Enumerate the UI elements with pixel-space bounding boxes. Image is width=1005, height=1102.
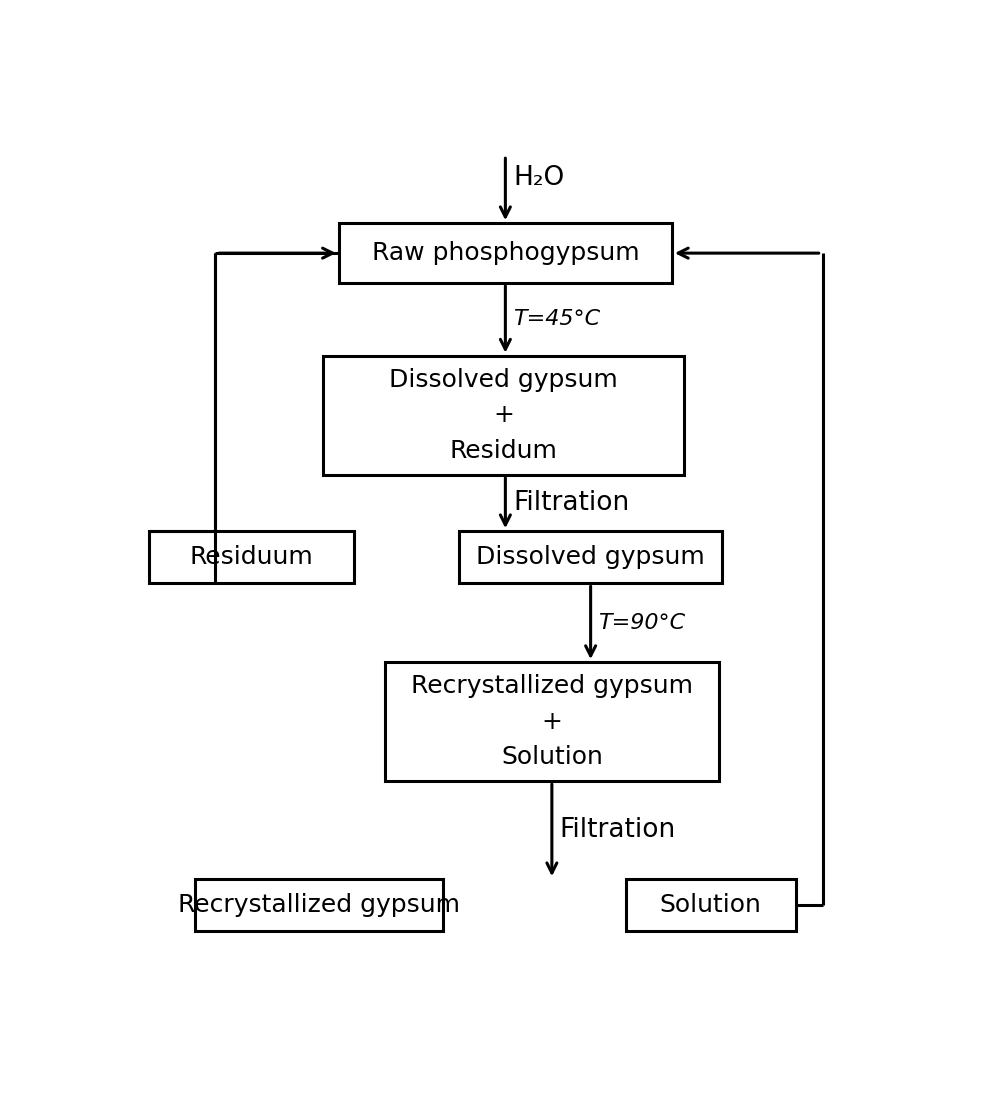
Text: Dissolved gypsum
+
Residum: Dissolved gypsum + Residum — [389, 368, 618, 463]
Text: Dissolved gypsum: Dissolved gypsum — [476, 545, 705, 570]
Bar — [625, 879, 796, 931]
Bar — [385, 662, 719, 781]
Bar — [459, 531, 723, 583]
Text: Recrystallized gypsum: Recrystallized gypsum — [178, 894, 460, 917]
Text: Solution: Solution — [660, 894, 762, 917]
Bar — [195, 879, 443, 931]
Text: T=45°C: T=45°C — [514, 310, 600, 329]
Text: Raw phosphogypsum: Raw phosphogypsum — [372, 241, 639, 266]
Text: T=90°C: T=90°C — [598, 613, 685, 633]
Text: Recrystallized gypsum
+
Solution: Recrystallized gypsum + Solution — [411, 674, 692, 769]
Text: H₂O: H₂O — [514, 164, 565, 191]
Bar — [149, 531, 354, 583]
Bar — [324, 356, 683, 475]
Bar — [339, 223, 672, 283]
Text: Filtration: Filtration — [514, 490, 629, 516]
Text: Filtration: Filtration — [560, 818, 676, 843]
Text: Residuum: Residuum — [190, 545, 314, 570]
